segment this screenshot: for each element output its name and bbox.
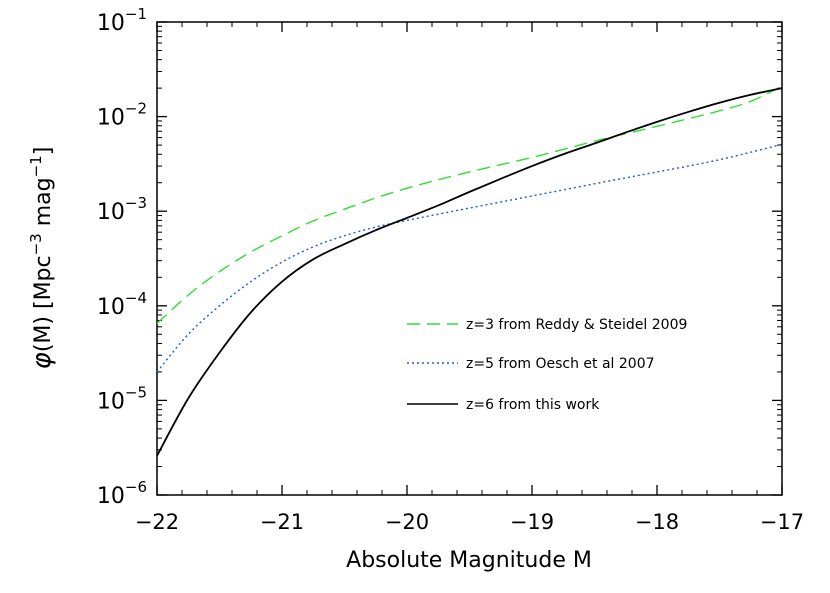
- x-tick-label: −17: [760, 510, 804, 534]
- y-axis-label-phi: φ: [27, 352, 57, 369]
- y-tick-label: 10−1: [97, 5, 147, 36]
- legend: z=3 from Reddy & Steidel 2009 z=5 from Oe…: [407, 317, 687, 413]
- y-axis-label-exp1: −3: [27, 233, 45, 255]
- legend-label-3: z=6 from this work: [466, 397, 600, 413]
- y-axis-label-mid: mag: [31, 177, 56, 233]
- y-tick-exponent: −4: [125, 289, 147, 307]
- y-tick-base: 10: [97, 389, 125, 414]
- series-line-1: [156, 85, 783, 325]
- y-axis-label: φ(M) [Mpc−3 mag−1]: [27, 147, 57, 370]
- legend-label-2: z=5 from Oesch et al 2007: [466, 356, 655, 372]
- x-axis-label: Absolute Magnitude M: [346, 548, 592, 573]
- y-tick-base: 10: [97, 106, 125, 131]
- y-tick-label: 10−4: [97, 289, 147, 320]
- y-tick-label: 10−6: [97, 478, 147, 509]
- x-tick-label: −21: [260, 510, 304, 534]
- y-tick-base: 10: [97, 200, 125, 225]
- y-tick-base: 10: [97, 295, 125, 320]
- legend-label-1: z=3 from Reddy & Steidel 2009: [466, 317, 687, 333]
- series-line-2: [156, 143, 783, 373]
- y-tick-label: 10−5: [97, 383, 147, 414]
- y-tick-label: 10−2: [97, 100, 147, 131]
- y-tick-label: 10−3: [97, 194, 147, 225]
- y-tick-exponent: −3: [125, 194, 147, 212]
- x-tick-label: −18: [635, 510, 679, 534]
- y-axis-label-exp2: −1: [27, 155, 45, 177]
- y-tick-base: 10: [97, 11, 125, 36]
- x-tick-label: −19: [510, 510, 554, 534]
- x-axis: −22 −21 −20 −19 −18 −17: [135, 22, 804, 534]
- y-tick-base: 10: [97, 484, 125, 509]
- x-tick-label: −20: [385, 510, 429, 534]
- y-tick-exponent: −2: [125, 100, 147, 118]
- y-tick-exponent: −1: [125, 5, 147, 23]
- y-axis-label-main: (M) [Mpc: [31, 255, 56, 352]
- y-axis: 10−610−510−410−310−210−1: [97, 5, 782, 509]
- series-layer: [156, 85, 783, 457]
- x-tick-label: −22: [135, 510, 179, 534]
- plot-area-frame: [156, 21, 783, 496]
- y-tick-exponent: −6: [125, 478, 147, 496]
- y-tick-exponent: −5: [125, 383, 147, 401]
- series-line-3: [156, 87, 783, 457]
- y-axis-label-end: ]: [31, 147, 56, 156]
